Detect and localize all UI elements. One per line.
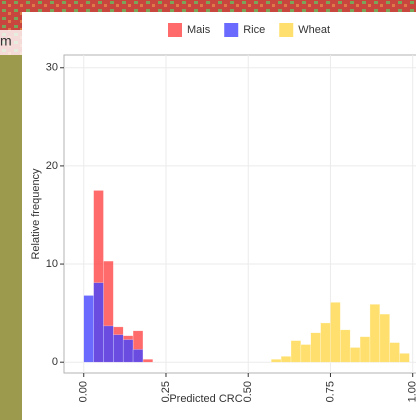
histogram-bar (379, 313, 390, 363)
legend-swatch (168, 23, 182, 37)
side-strip (0, 55, 22, 420)
histogram-bar (142, 359, 154, 363)
histogram-bar (122, 339, 134, 363)
x-axis-label: Predicted CRC (169, 393, 242, 405)
histogram-bar (330, 302, 341, 363)
histogram-bar (271, 359, 282, 363)
y-tick-label: 30 (46, 62, 58, 74)
legend-label: Mais (187, 24, 211, 36)
x-tick-label: 0.25 (160, 381, 172, 402)
histogram-bar (103, 325, 114, 363)
histogram-bar (310, 332, 321, 363)
axes: 0 10 20 30 0.00 0.25 0.50 0.75 1.00 (46, 62, 416, 403)
histogram-bar (320, 322, 331, 363)
histogram-bar (349, 347, 361, 363)
background-text: m (0, 33, 12, 49)
x-tick-label: 0.75 (324, 381, 336, 402)
histogram-bar (132, 349, 144, 363)
histogram-bar (290, 340, 302, 363)
histogram-bar (399, 353, 410, 363)
legend-swatch (224, 23, 239, 37)
histogram-bar (389, 342, 400, 363)
x-tick-label: 0.50 (242, 381, 254, 402)
histogram-bar (300, 344, 311, 363)
histogram-bar (369, 304, 381, 363)
legend-label: Rice (243, 24, 265, 36)
legend-label: Wheat (298, 24, 330, 36)
histogram-bar (83, 295, 94, 363)
y-tick-label: 0 (52, 356, 58, 368)
plot-area (63, 54, 416, 374)
legend-swatch (279, 23, 294, 37)
label-box (0, 30, 22, 55)
x-tick-label: 0.00 (78, 381, 90, 402)
histogram-bar (93, 282, 104, 363)
legend: Mais Rice Wheat (168, 23, 330, 37)
histogram-bar (359, 336, 371, 363)
bars (83, 190, 410, 363)
y-tick-label: 10 (46, 258, 58, 270)
histogram-bar (113, 334, 124, 363)
histogram-bar (280, 356, 292, 363)
histogram-bar (340, 329, 351, 363)
x-tick-label: 1.00 (407, 381, 416, 402)
y-tick-label: 20 (46, 160, 58, 172)
y-axis-label: Relative frequency (30, 168, 42, 260)
